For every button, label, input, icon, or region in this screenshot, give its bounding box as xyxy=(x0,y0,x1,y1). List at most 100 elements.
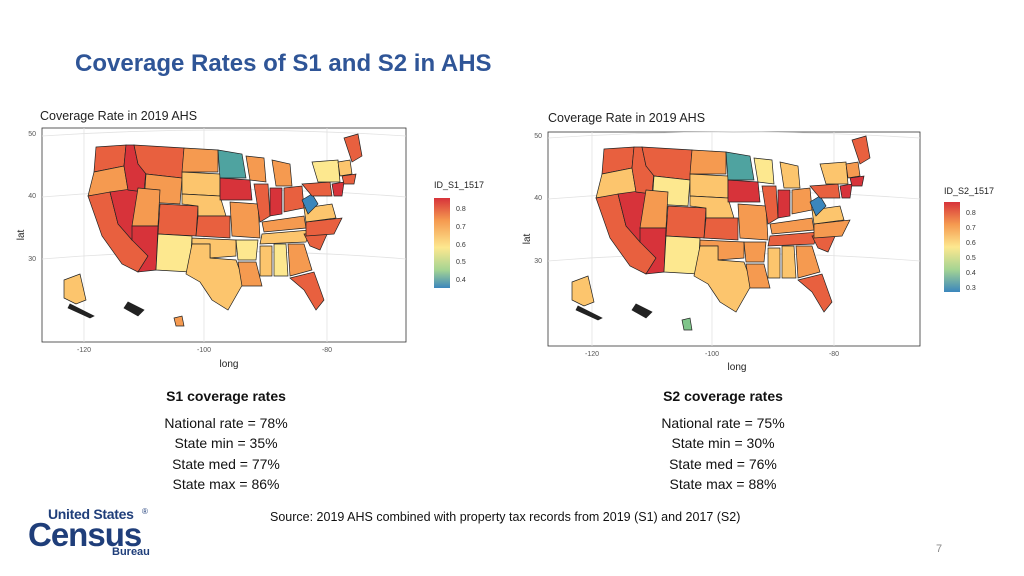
state-ny xyxy=(819,161,849,185)
legend-tick: 0.7 xyxy=(456,224,466,231)
state-mn-teal xyxy=(725,151,755,181)
aleutians xyxy=(67,303,95,319)
page-number: 7 xyxy=(936,543,943,555)
state-nj xyxy=(839,183,853,199)
state-mo xyxy=(737,203,769,241)
x-tick-label: -100 xyxy=(197,347,211,354)
state-mi xyxy=(271,159,293,187)
state-ga xyxy=(795,245,821,279)
state-mi xyxy=(779,161,801,189)
logo-text-census: Census xyxy=(28,516,142,553)
state-la xyxy=(745,263,771,289)
state-al xyxy=(273,243,289,277)
state-ks xyxy=(195,215,231,239)
state-tn xyxy=(259,229,311,245)
state-nj xyxy=(331,181,345,197)
state-vt-nh xyxy=(845,161,861,179)
map-title: Coverage Rate in 2019 AHS xyxy=(40,109,197,123)
state-wv xyxy=(809,195,827,217)
hawaii-islands xyxy=(123,301,145,317)
state-co xyxy=(157,203,199,237)
state-tn xyxy=(767,231,819,247)
state-ks xyxy=(703,217,739,241)
map-title: Coverage Rate in 2019 AHS xyxy=(548,111,705,125)
legend-tick: 0.5 xyxy=(966,255,976,262)
legend-tick: 0.6 xyxy=(966,240,976,247)
hawaii-islands xyxy=(631,303,653,319)
state-mn-teal xyxy=(217,149,247,179)
state-ak xyxy=(63,273,87,305)
stat-state-min: State min = 30% xyxy=(671,435,775,451)
state-ar xyxy=(235,239,259,261)
state-ak xyxy=(571,275,595,307)
state-in xyxy=(777,189,791,219)
stat-national-rate: National rate = 78% xyxy=(164,414,288,431)
stats-title: S2 coverage rates xyxy=(663,388,783,404)
logo-registered-mark: ® xyxy=(142,507,148,516)
y-tick-label: 50 xyxy=(534,133,542,140)
state-oh xyxy=(283,185,305,213)
stats-s2: S2 coverage rates National rate = 75% St… xyxy=(603,386,843,495)
legend-tick: 0.8 xyxy=(456,206,466,213)
state-pa xyxy=(301,181,333,197)
x-tick-label: -80 xyxy=(829,351,839,358)
us-states xyxy=(571,135,871,331)
legend-colorbar xyxy=(944,202,960,292)
state-sd xyxy=(689,173,729,199)
state-ma xyxy=(341,173,357,185)
state-pa xyxy=(809,183,841,199)
state-vt-nh xyxy=(337,159,353,177)
y-tick-label: 40 xyxy=(534,195,542,202)
x-tick-label: -80 xyxy=(322,347,332,354)
state-fl xyxy=(797,273,833,313)
state-nc xyxy=(305,217,343,237)
legend-tick: 0.6 xyxy=(456,242,466,249)
stat-state-med: State med = 76% xyxy=(669,455,777,472)
state-nd xyxy=(181,147,219,173)
legend-tick: 0.8 xyxy=(966,210,976,217)
state-co xyxy=(665,205,707,239)
legend-title: ID_S1_1517 xyxy=(434,180,484,190)
state-wi xyxy=(245,155,267,183)
legend-tick: 0.4 xyxy=(456,277,466,284)
stats-title: S1 coverage rates xyxy=(166,388,286,404)
state-az xyxy=(639,227,667,275)
legend-tick: 0.3 xyxy=(966,285,976,292)
state-tx xyxy=(693,245,753,313)
logo-text-bureau: Bureau xyxy=(112,546,150,558)
state-ga xyxy=(287,243,313,277)
map-s1: Coverage Rate in 2019 AHS 50 40 30 lat -… xyxy=(16,109,484,370)
state-ia xyxy=(727,179,761,203)
aleutians xyxy=(575,305,603,321)
x-axis-label: long xyxy=(728,362,747,373)
state-ar xyxy=(743,241,767,263)
x-tick-label: -120 xyxy=(77,347,91,354)
stat-national-rate: National rate = 75% xyxy=(661,414,785,431)
legend-title: ID_S2_1517 xyxy=(944,186,994,196)
y-tick-label: 30 xyxy=(534,258,542,265)
source-note: Source: 2019 AHS combined with property … xyxy=(270,510,741,524)
state-me xyxy=(343,133,363,163)
state-me xyxy=(851,135,871,165)
state-az xyxy=(131,225,159,273)
stat-state-min: State min = 35% xyxy=(174,435,278,451)
y-axis-label: lat xyxy=(16,229,27,240)
legend-tick: 0.7 xyxy=(966,225,976,232)
map-panel-s1: Coverage Rate in 2019 AHS 50 40 30 lat -… xyxy=(14,104,504,374)
y-tick-label: 40 xyxy=(28,193,36,200)
map-s2: Coverage Rate in 2019 AHS 50 40 30 lat -… xyxy=(522,111,994,373)
legend-tick: 0.4 xyxy=(966,270,976,277)
state-nm xyxy=(155,233,193,273)
x-tick-label: -100 xyxy=(705,351,719,358)
census-bureau-logo: United States ® Census Bureau xyxy=(28,506,158,558)
y-tick-label: 30 xyxy=(28,256,36,263)
state-ny xyxy=(311,159,341,183)
legend-colorbar xyxy=(434,198,450,288)
state-wi xyxy=(753,157,775,185)
state-fl xyxy=(289,271,325,311)
stat-state-max: State max = 88% xyxy=(669,476,777,492)
state-in xyxy=(269,187,283,217)
stats-s1: S1 coverage rates National rate = 78% St… xyxy=(106,386,346,495)
state-nd xyxy=(689,149,727,175)
y-axis-label: lat xyxy=(522,233,533,244)
